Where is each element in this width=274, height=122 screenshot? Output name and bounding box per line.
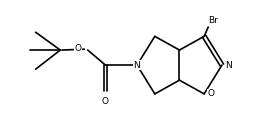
Text: O: O xyxy=(207,89,215,98)
Text: O: O xyxy=(102,97,109,106)
Text: N: N xyxy=(134,61,140,70)
Text: N: N xyxy=(225,61,232,70)
Text: Br: Br xyxy=(208,16,218,25)
Text: O: O xyxy=(75,44,82,53)
